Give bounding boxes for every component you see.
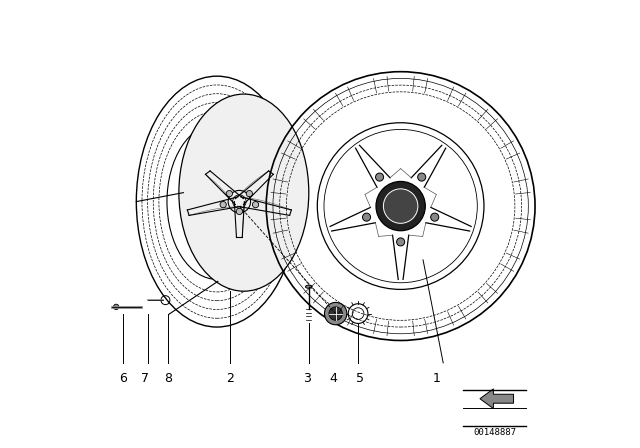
- Circle shape: [418, 173, 426, 181]
- Circle shape: [246, 190, 253, 197]
- Circle shape: [376, 173, 383, 181]
- Text: 4: 4: [330, 372, 337, 385]
- Circle shape: [226, 190, 232, 197]
- Text: 00148887: 00148887: [473, 428, 516, 437]
- Circle shape: [397, 238, 404, 246]
- Text: 8: 8: [164, 372, 172, 385]
- Text: 2: 2: [227, 372, 234, 385]
- Ellipse shape: [305, 285, 312, 289]
- Circle shape: [383, 189, 418, 223]
- Text: 6: 6: [119, 372, 127, 385]
- Circle shape: [329, 307, 342, 320]
- Circle shape: [252, 202, 259, 208]
- Text: 3: 3: [303, 372, 310, 385]
- Circle shape: [362, 213, 371, 221]
- Circle shape: [431, 213, 439, 221]
- Circle shape: [376, 181, 426, 231]
- Circle shape: [220, 202, 227, 208]
- Polygon shape: [480, 389, 513, 409]
- Text: 1: 1: [433, 372, 440, 385]
- Circle shape: [236, 208, 243, 215]
- Text: 7: 7: [141, 372, 149, 385]
- Ellipse shape: [113, 304, 119, 310]
- Text: 5: 5: [356, 372, 364, 385]
- Ellipse shape: [179, 94, 309, 291]
- Circle shape: [324, 302, 347, 325]
